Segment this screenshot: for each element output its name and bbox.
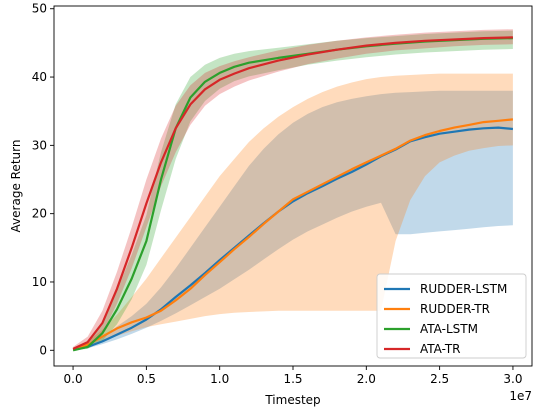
x-tick-label: 1.5	[283, 372, 302, 386]
x-tick-label: 0.0	[64, 372, 83, 386]
legend-label-ata-tr: ATA-TR	[420, 342, 461, 356]
x-tick-label: 1.0	[210, 372, 229, 386]
ata-tr-band	[73, 29, 513, 351]
rudder-tr-line	[72, 118, 514, 351]
y-tick-label: 20	[32, 207, 47, 221]
y-tick-label: 10	[32, 275, 47, 289]
x-tick-label: 0.5	[137, 372, 156, 386]
y-tick-label: 0	[39, 343, 47, 357]
y-tick-label: 30	[32, 138, 47, 152]
y-axis: 0 10 20 30 40 50	[32, 2, 54, 357]
legend-label-rudder-tr: RUDDER-TR	[420, 302, 490, 316]
x-tick-label: 2.5	[430, 372, 449, 386]
x-axis-label: Timestep	[264, 393, 320, 407]
ata-tr-line	[72, 36, 513, 350]
y-tick-label: 50	[32, 2, 47, 16]
rudder-lstm-band	[73, 90, 513, 351]
rudder-lstm-line	[72, 126, 514, 351]
legend-frame	[376, 273, 527, 359]
x-tick-label: 3.0	[503, 372, 522, 386]
y-axis-label: Average Return	[9, 140, 23, 233]
rudder-tr-band	[73, 73, 513, 351]
x-axis: 0.0 0.5 1.0 1.5 2.0 2.5 3.0	[64, 366, 522, 386]
y-tick-label: 40	[32, 70, 47, 84]
legend-label-rudder-lstm: RUDDER-LSTM	[420, 282, 507, 296]
x-axis-offset: 1e7	[509, 389, 532, 403]
x-tick-label: 2.0	[357, 372, 376, 386]
legend-label-ata-lstm: ATA-LSTM	[420, 322, 478, 336]
series-lines	[72, 36, 514, 352]
legend: RUDDER-LSTM RUDDER-TR ATA-LSTM ATA-TR	[376, 273, 527, 359]
